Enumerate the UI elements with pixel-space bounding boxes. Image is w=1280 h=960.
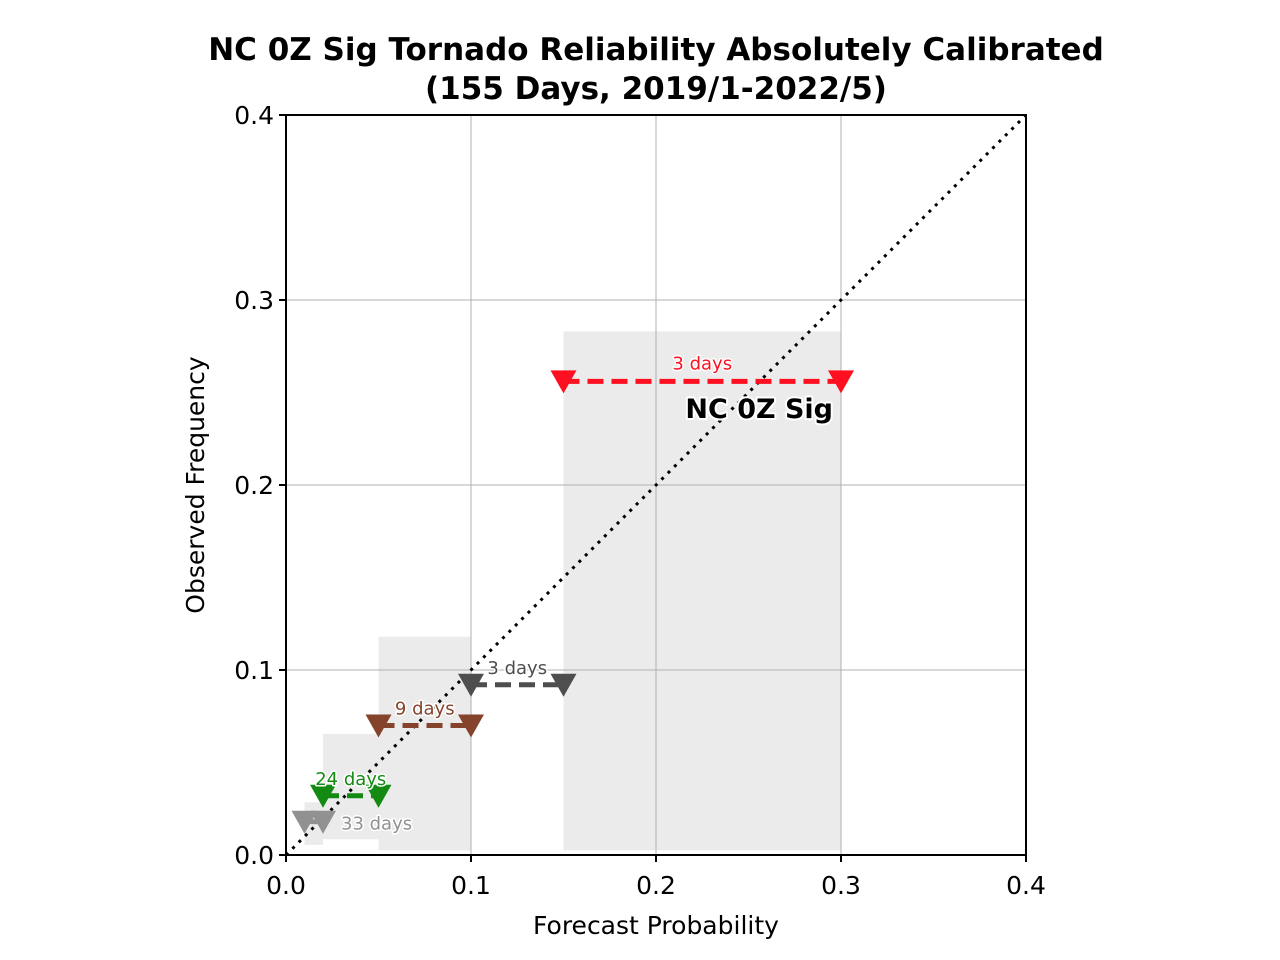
y-tick-label-2: 0.2 bbox=[234, 471, 274, 500]
marker-left-3 bbox=[458, 673, 484, 697]
y-tick-label-1: 0.1 bbox=[234, 656, 274, 685]
y-axis-label: Observed Frequency bbox=[181, 356, 210, 614]
grid-lines bbox=[286, 115, 1026, 855]
chart-title-line1: NC 0Z Sig Tornado Reliability Absolutely… bbox=[208, 32, 1104, 68]
days-label-4: 3 days bbox=[672, 353, 732, 374]
reliability-series: 33 days 24 days 9 days 3 days 3 days bbox=[291, 352, 854, 836]
marker-right-2 bbox=[458, 714, 484, 738]
marker-left-1 bbox=[310, 784, 336, 808]
uncertainty-bands bbox=[304, 331, 841, 851]
y-tick-label-4: 0.4 bbox=[234, 101, 274, 130]
x-tick-label-2: 0.2 bbox=[636, 871, 676, 900]
marker-left-2 bbox=[365, 714, 392, 738]
y-tick-label-3: 0.3 bbox=[234, 286, 274, 315]
band-2 bbox=[378, 636, 471, 851]
chart-title-line2: (155 Days, 2019/1-2022/5) bbox=[425, 71, 887, 107]
perfect-reliability-line bbox=[284, 113, 1028, 857]
marker-right-3 bbox=[550, 673, 577, 697]
days-label-0: 33 days bbox=[341, 814, 412, 835]
marker-right-1 bbox=[365, 784, 392, 808]
x-tick-label-4: 0.4 bbox=[1006, 871, 1046, 900]
axis-ticks: 0.0 0.1 0.2 0.3 0.4 0.0 0.1 0.2 0.3 0.4 bbox=[234, 101, 1046, 900]
marker-left-4 bbox=[550, 370, 577, 394]
days-label-3: 3 days bbox=[487, 658, 547, 679]
days-label-1: 24 days bbox=[315, 769, 386, 790]
band-4 bbox=[563, 331, 841, 851]
marker-right-0 bbox=[310, 810, 336, 834]
days-label-2: 9 days bbox=[395, 699, 455, 720]
marker-right-4 bbox=[828, 370, 854, 394]
x-tick-label-3: 0.3 bbox=[821, 871, 861, 900]
marker-left-0 bbox=[291, 810, 318, 834]
y-tick-label-0: 0.0 bbox=[234, 841, 274, 870]
x-tick-label-0: 0.0 bbox=[266, 871, 306, 900]
x-axis-label: Forecast Probability bbox=[533, 911, 779, 940]
x-tick-label-1: 0.1 bbox=[451, 871, 491, 900]
series-label: NC 0Z Sig bbox=[685, 394, 833, 425]
